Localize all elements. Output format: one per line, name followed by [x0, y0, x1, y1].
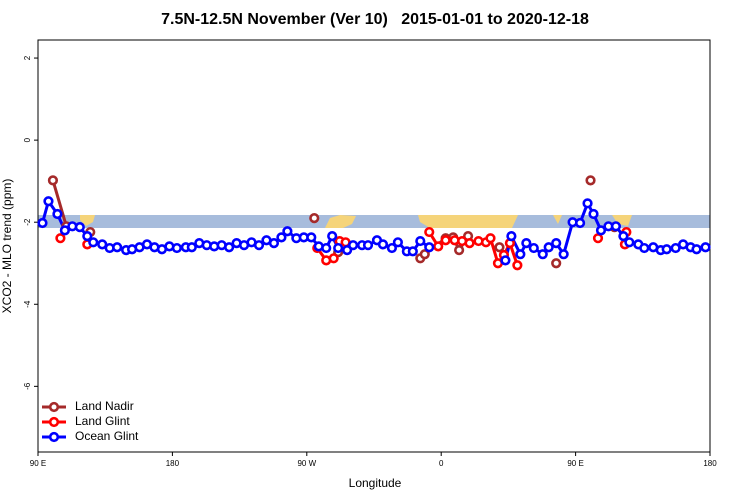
plot-layer: 90 E 180 90 W 0 90 E 180 -6 -4 -2 0 2 Land NadirLan…	[23, 55, 717, 468]
data-point	[282, 226, 293, 237]
data-point	[691, 244, 702, 255]
land-shape	[553, 215, 562, 224]
data-point	[521, 238, 532, 249]
legend-label: Land Nadir	[75, 399, 134, 413]
data-point	[551, 238, 562, 249]
data-point	[454, 245, 465, 256]
data-point	[328, 253, 339, 264]
land-shape	[418, 215, 518, 228]
land-shape	[325, 215, 356, 228]
data-point	[585, 175, 596, 186]
data-point	[419, 249, 430, 260]
data-point	[268, 238, 280, 249]
data-point	[224, 242, 235, 253]
x-tick-label: 180	[166, 459, 180, 468]
chart-title: 7.5N-12.5N November (Ver 10) 2015-01-01 …	[161, 11, 589, 28]
data-point	[543, 242, 554, 253]
data-point	[171, 242, 182, 254]
data-point	[595, 225, 607, 236]
data-point	[588, 208, 599, 220]
data-point	[624, 237, 635, 248]
data-point	[433, 241, 444, 252]
data-point	[333, 242, 344, 254]
data-point	[610, 221, 622, 232]
data-point	[37, 217, 48, 229]
data-point	[186, 242, 197, 253]
data-point	[424, 226, 435, 238]
data-point	[347, 240, 359, 251]
x-tick-label: 0	[439, 459, 444, 468]
y-tick-label: -6	[23, 382, 32, 390]
ocean-band	[38, 215, 710, 228]
data-point	[52, 208, 63, 220]
y-tick-label: -2	[23, 218, 32, 226]
legend-label: Ocean Glint	[75, 429, 139, 443]
data-point	[582, 198, 593, 209]
data-point	[528, 242, 539, 254]
data-point	[306, 232, 317, 243]
data-point	[558, 249, 569, 260]
data-point	[43, 196, 54, 207]
x-tick-label: 180	[703, 459, 717, 468]
data-point	[276, 232, 287, 243]
data-point	[500, 255, 511, 266]
y-tick-label: 0	[23, 137, 32, 142]
y-axis-label: XCO2 - MLO trend (ppm)	[0, 179, 14, 314]
y-tick-label: 2	[23, 55, 32, 60]
data-point	[537, 249, 548, 260]
data-point	[485, 233, 496, 244]
data-point	[392, 237, 403, 248]
data-point	[506, 231, 517, 242]
data-point	[55, 233, 66, 244]
data-point	[362, 240, 374, 251]
data-point	[59, 225, 70, 236]
legend-marker	[48, 416, 60, 428]
data-point	[464, 238, 475, 249]
land-shape	[612, 215, 632, 226]
land-shape	[80, 215, 95, 226]
legend-label: Land Glint	[75, 414, 130, 428]
data-point	[415, 235, 426, 247]
legend-marker	[48, 401, 60, 413]
data-point	[661, 244, 672, 255]
data-point	[515, 249, 526, 260]
series-line	[51, 179, 68, 227]
data-point	[574, 217, 586, 229]
data-point	[700, 242, 711, 253]
data-point	[592, 233, 604, 244]
x-tick-label: 90 E	[30, 459, 46, 468]
data-point	[321, 242, 332, 254]
data-point	[424, 242, 435, 253]
data-point	[377, 239, 389, 250]
data-point	[551, 258, 562, 269]
data-point	[327, 231, 338, 242]
x-tick-label: 90 W	[297, 459, 316, 468]
data-point	[670, 242, 681, 254]
data-point	[74, 222, 85, 233]
data-point	[88, 237, 99, 248]
data-point	[639, 242, 650, 254]
y-tick-label: -4	[23, 300, 32, 308]
x-tick-label: 90 E	[567, 459, 583, 468]
data-point	[494, 242, 505, 253]
data-point	[112, 242, 123, 253]
data-point	[97, 239, 108, 250]
data-point	[309, 212, 320, 224]
data-point	[253, 240, 265, 251]
data-point	[440, 235, 451, 246]
data-point	[386, 242, 398, 254]
data-point	[47, 175, 59, 186]
data-point	[82, 231, 93, 242]
legend-marker	[48, 431, 60, 443]
data-point	[618, 231, 629, 242]
x-axis-label: Longitude	[349, 476, 402, 490]
data-point	[512, 260, 523, 271]
map-strip	[38, 215, 710, 228]
data-point	[407, 246, 418, 257]
